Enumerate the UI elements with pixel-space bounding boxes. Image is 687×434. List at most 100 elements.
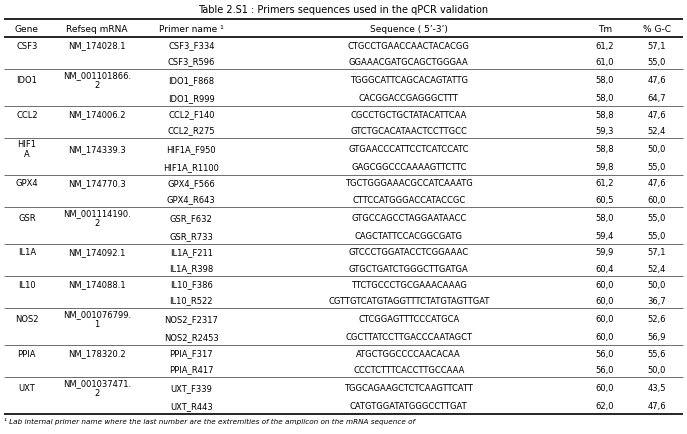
Text: 58,0: 58,0 bbox=[596, 76, 614, 85]
Text: CCL2_F140: CCL2_F140 bbox=[168, 110, 214, 119]
Text: NM_174088.1: NM_174088.1 bbox=[68, 280, 126, 289]
Text: % G-C: % G-C bbox=[643, 24, 671, 33]
Text: GPX4_R643: GPX4_R643 bbox=[167, 195, 216, 204]
Text: CSF3_F334: CSF3_F334 bbox=[168, 41, 214, 50]
Text: CTGCCTGAACCAACTACACGG: CTGCCTGAACCAACTACACGG bbox=[348, 41, 470, 50]
Text: TGGCAGAAGCTCTCAAGTTCATT: TGGCAGAAGCTCTCAAGTTCATT bbox=[344, 383, 473, 392]
Text: 56,0: 56,0 bbox=[596, 349, 614, 358]
Text: 60,0: 60,0 bbox=[596, 314, 614, 323]
Text: IL1A_F211: IL1A_F211 bbox=[170, 248, 213, 257]
Text: 47,6: 47,6 bbox=[648, 110, 666, 119]
Text: Refseq mRNA: Refseq mRNA bbox=[66, 24, 128, 33]
Text: IL10_R522: IL10_R522 bbox=[170, 296, 213, 305]
Text: IDO1_F868: IDO1_F868 bbox=[168, 76, 214, 85]
Text: GTGCTGATCTGGGCTTGATGA: GTGCTGATCTGGGCTTGATGA bbox=[349, 264, 469, 273]
Text: CGCTTATCCTTGACCCAATAGCT: CGCTTATCCTTGACCCAATAGCT bbox=[346, 333, 472, 342]
Text: GTGAACCCATTCCTCATCCATC: GTGAACCCATTCCTCATCCATC bbox=[348, 145, 469, 154]
Text: Table 2.S1 : Primers sequences used in the qPCR validation: Table 2.S1 : Primers sequences used in t… bbox=[199, 5, 488, 15]
Text: CATGTGGATATGGGCCTTGAT: CATGTGGATATGGGCCTTGAT bbox=[350, 401, 468, 411]
Text: NOS2_R2453: NOS2_R2453 bbox=[164, 333, 218, 342]
Text: NM_001076799.
1: NM_001076799. 1 bbox=[63, 309, 131, 329]
Text: UXT_R443: UXT_R443 bbox=[170, 401, 213, 411]
Text: 57,1: 57,1 bbox=[648, 248, 666, 257]
Text: ATGCTGGCCCCAACACAA: ATGCTGGCCCCAACACAA bbox=[357, 349, 461, 358]
Text: NM_178320.2: NM_178320.2 bbox=[68, 349, 126, 358]
Text: 58,0: 58,0 bbox=[596, 94, 614, 103]
Text: GPX4: GPX4 bbox=[16, 179, 38, 188]
Text: Primer name ¹: Primer name ¹ bbox=[159, 24, 224, 33]
Text: IDO1_R999: IDO1_R999 bbox=[168, 94, 215, 103]
Text: 60,4: 60,4 bbox=[596, 264, 614, 273]
Text: 60,0: 60,0 bbox=[648, 195, 666, 204]
Text: PPIA: PPIA bbox=[18, 349, 36, 358]
Text: 62,0: 62,0 bbox=[596, 401, 614, 411]
Text: CGTTGTCATGTAGGTTTCTATGTAGTTGAT: CGTTGTCATGTAGGTTTCTATGTAGTTGAT bbox=[328, 296, 489, 305]
Text: 61,2: 61,2 bbox=[596, 41, 614, 50]
Text: 59,4: 59,4 bbox=[596, 232, 614, 241]
Text: IL10_F386: IL10_F386 bbox=[170, 280, 213, 289]
Text: 60,0: 60,0 bbox=[596, 333, 614, 342]
Text: NM_174092.1: NM_174092.1 bbox=[68, 248, 126, 257]
Text: 60,0: 60,0 bbox=[596, 280, 614, 289]
Text: 60,0: 60,0 bbox=[596, 383, 614, 392]
Text: 58,8: 58,8 bbox=[596, 110, 614, 119]
Text: 55,0: 55,0 bbox=[648, 214, 666, 223]
Text: 36,7: 36,7 bbox=[648, 296, 666, 305]
Text: 59,9: 59,9 bbox=[596, 248, 614, 257]
Text: 55,6: 55,6 bbox=[648, 349, 666, 358]
Text: 60,0: 60,0 bbox=[596, 296, 614, 305]
Text: GPX4_F566: GPX4_F566 bbox=[168, 179, 215, 188]
Text: GSR_F632: GSR_F632 bbox=[170, 214, 213, 223]
Text: PPIA_R417: PPIA_R417 bbox=[169, 365, 214, 374]
Text: NM_174770.3: NM_174770.3 bbox=[68, 179, 126, 188]
Text: GSR: GSR bbox=[18, 214, 36, 223]
Text: CAGCTATTCCACGGCGATG: CAGCTATTCCACGGCGATG bbox=[354, 232, 463, 241]
Text: 55,0: 55,0 bbox=[648, 232, 666, 241]
Text: IDO1: IDO1 bbox=[16, 76, 37, 85]
Text: NOS2_F2317: NOS2_F2317 bbox=[164, 314, 218, 323]
Text: UXT_F339: UXT_F339 bbox=[170, 383, 212, 392]
Text: 47,6: 47,6 bbox=[648, 401, 666, 411]
Text: 56,9: 56,9 bbox=[648, 333, 666, 342]
Text: HIF1
A: HIF1 A bbox=[17, 139, 36, 159]
Text: NM_174339.3: NM_174339.3 bbox=[68, 145, 126, 154]
Text: 50,0: 50,0 bbox=[648, 145, 666, 154]
Text: GSR_R733: GSR_R733 bbox=[170, 232, 213, 241]
Text: CTTCCATGGGACCATACCGC: CTTCCATGGGACCATACCGC bbox=[352, 195, 465, 204]
Text: GTCTGCACATAACTCCTTGCC: GTCTGCACATAACTCCTTGCC bbox=[350, 126, 467, 135]
Text: 56,0: 56,0 bbox=[596, 365, 614, 374]
Text: IL10: IL10 bbox=[18, 280, 36, 289]
Text: CCL2_R275: CCL2_R275 bbox=[168, 126, 215, 135]
Text: CSF3_R596: CSF3_R596 bbox=[168, 57, 215, 66]
Text: 50,0: 50,0 bbox=[648, 280, 666, 289]
Text: Tm: Tm bbox=[598, 24, 612, 33]
Text: GTGCCAGCCTAGGAATAACC: GTGCCAGCCTAGGAATAACC bbox=[351, 214, 466, 223]
Text: NOS2: NOS2 bbox=[15, 314, 38, 323]
Text: NM_001037471.
2: NM_001037471. 2 bbox=[63, 378, 131, 397]
Text: GAGCGGCCCAAAAGTTCTTC: GAGCGGCCCAAAAGTTCTTC bbox=[351, 163, 466, 172]
Text: Gene: Gene bbox=[15, 24, 39, 33]
Text: 47,6: 47,6 bbox=[648, 76, 666, 85]
Text: NM_001114190.
2: NM_001114190. 2 bbox=[63, 208, 131, 228]
Text: 50,0: 50,0 bbox=[648, 365, 666, 374]
Text: Sequence ( 5’-3’): Sequence ( 5’-3’) bbox=[370, 24, 448, 33]
Text: CACGGACCGAGGGCTTT: CACGGACCGAGGGCTTT bbox=[359, 94, 459, 103]
Text: IL1A_R398: IL1A_R398 bbox=[169, 264, 214, 273]
Text: 61,0: 61,0 bbox=[596, 57, 614, 66]
Text: TTCTGCCCTGCGAAACAAAG: TTCTGCCCTGCGAAACAAAG bbox=[351, 280, 466, 289]
Text: 57,1: 57,1 bbox=[648, 41, 666, 50]
Text: IL1A: IL1A bbox=[18, 248, 36, 257]
Text: 52,4: 52,4 bbox=[648, 126, 666, 135]
Text: 55,0: 55,0 bbox=[648, 163, 666, 172]
Text: 43,5: 43,5 bbox=[648, 383, 666, 392]
Text: 55,0: 55,0 bbox=[648, 57, 666, 66]
Text: ¹ Lab internal primer name where the last number are the extremities of the ampl: ¹ Lab internal primer name where the las… bbox=[4, 417, 415, 424]
Text: HIF1A_F950: HIF1A_F950 bbox=[166, 145, 216, 154]
Text: PPIA_F317: PPIA_F317 bbox=[170, 349, 213, 358]
Text: 64,7: 64,7 bbox=[648, 94, 666, 103]
Text: CSF3: CSF3 bbox=[16, 41, 38, 50]
Text: CCL2: CCL2 bbox=[16, 110, 38, 119]
Text: 60,5: 60,5 bbox=[596, 195, 614, 204]
Text: HIF1A_R1100: HIF1A_R1100 bbox=[164, 163, 219, 172]
Text: CCCTCTTTCACCTTGCCAAA: CCCTCTTTCACCTTGCCAAA bbox=[353, 365, 464, 374]
